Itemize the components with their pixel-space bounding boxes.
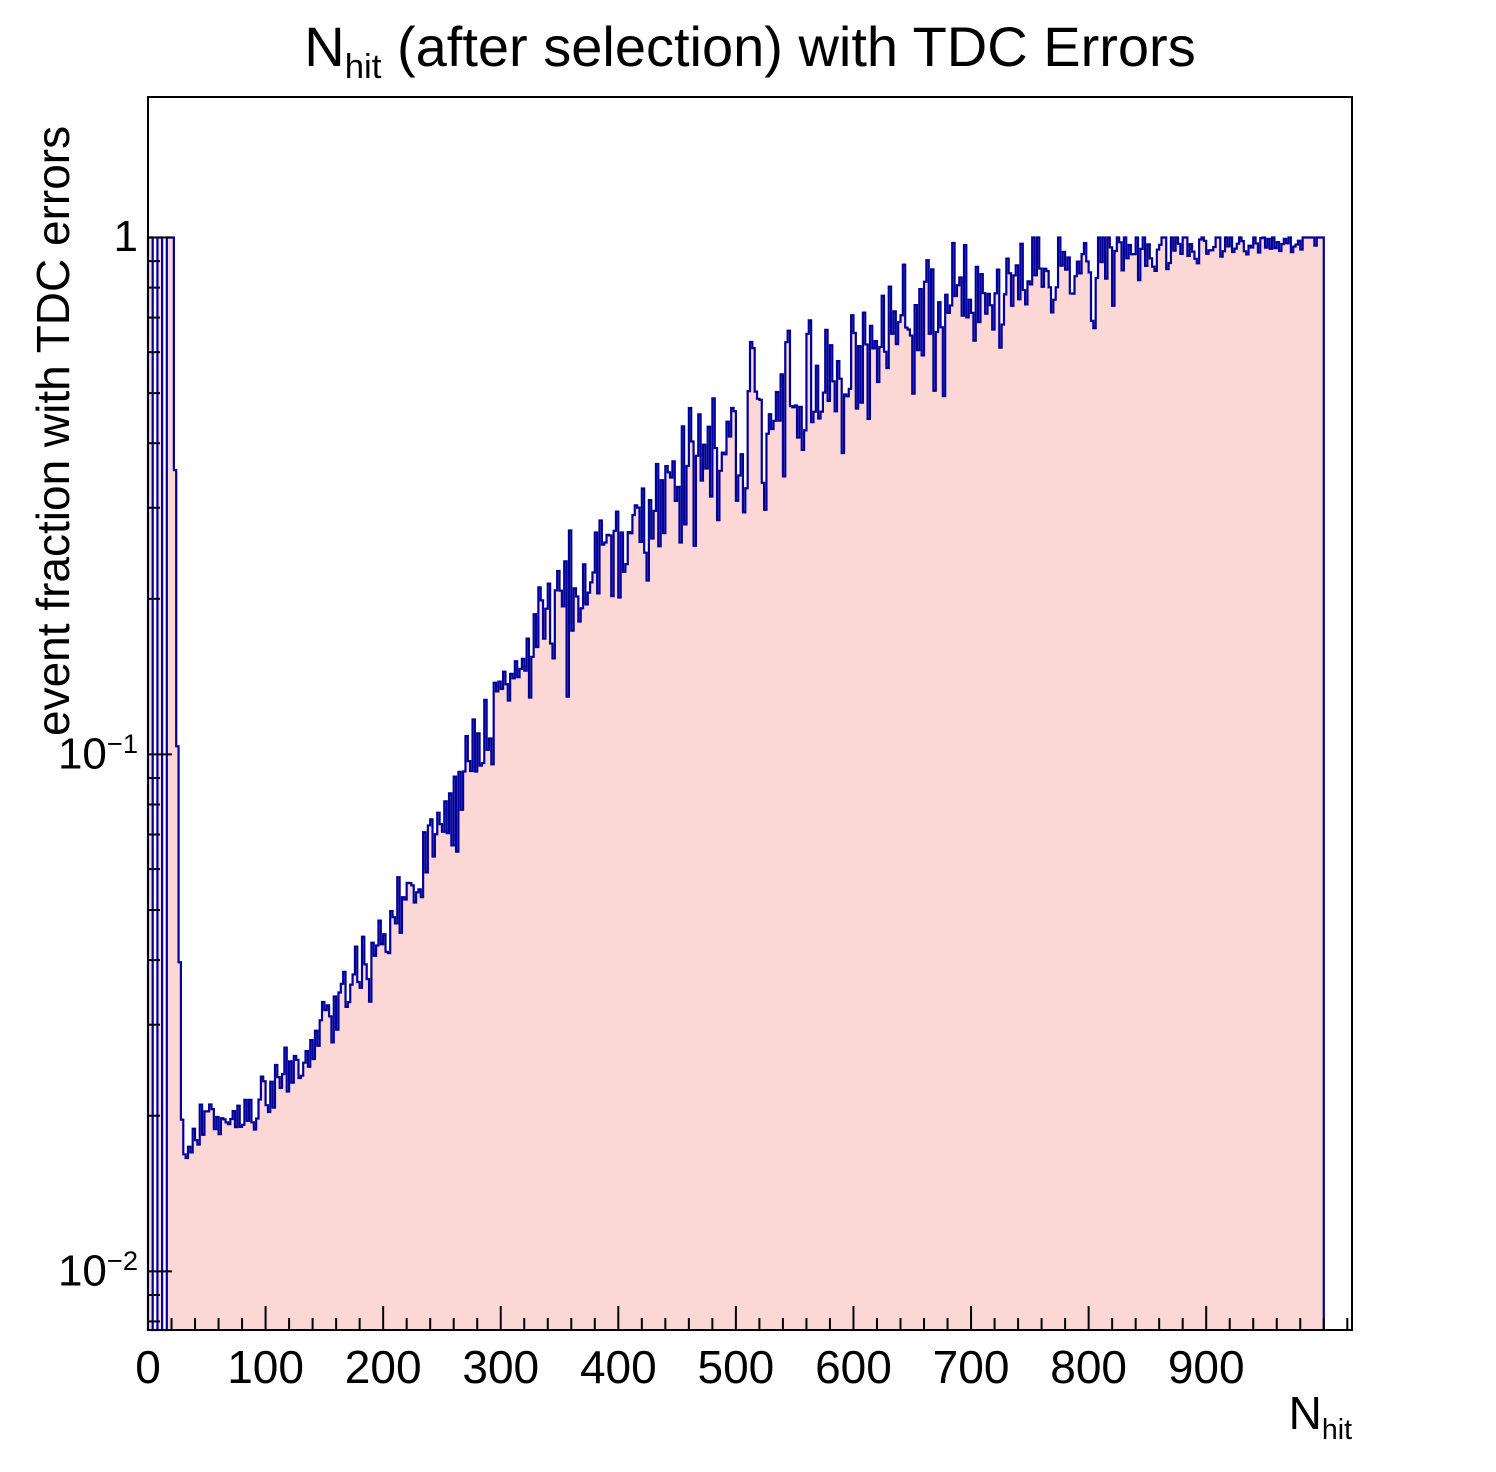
x-tick-label: 600: [815, 1341, 892, 1393]
histogram-fill: [148, 237, 1324, 1330]
axis-layer: [147, 96, 1353, 1331]
x-tick-label: 300: [462, 1341, 540, 1393]
x-axis-title-prefix: N: [1288, 1387, 1322, 1439]
x-tick-label: 100: [227, 1341, 304, 1393]
x-tick-label: 400: [579, 1341, 657, 1393]
y-tick-label: 10−2: [57, 1245, 138, 1296]
x-tick-label: 700: [932, 1341, 1010, 1393]
x-tick-label: 200: [344, 1341, 422, 1393]
histogram-line: [146, 236, 1325, 1332]
x-tick-label: 0: [135, 1341, 161, 1393]
x-tick-label: 900: [1167, 1341, 1245, 1393]
x-tick-label: 800: [1050, 1341, 1127, 1393]
histogram-layer: [146, 236, 1325, 1332]
chart-title-rest: (after selection) with TDC Errors: [381, 15, 1196, 78]
x-tick-label: 500: [697, 1341, 775, 1393]
chart-title-prefix: N: [304, 15, 345, 78]
plot-frame: [147, 96, 1353, 1331]
x-axis-title-subscript: hit: [1321, 1414, 1352, 1447]
y-tick-label: 1: [113, 211, 138, 261]
chart-title-subscript: hit: [344, 48, 382, 87]
chart-title: Nhit (after selection) with TDC Errors: [148, 14, 1352, 87]
x-axis-title: Nhit: [148, 1386, 1352, 1447]
y-tick-label: 10−1: [57, 728, 138, 780]
